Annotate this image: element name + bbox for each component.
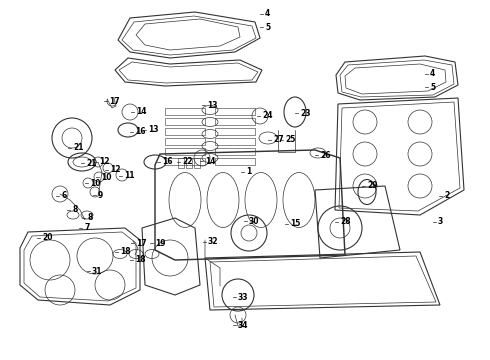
Bar — [165, 108, 205, 115]
Text: 20: 20 — [42, 234, 52, 243]
Text: 16: 16 — [135, 127, 146, 136]
Text: 12: 12 — [99, 158, 109, 166]
Text: 32: 32 — [208, 238, 219, 247]
Text: 5: 5 — [430, 82, 435, 91]
Bar — [215, 158, 255, 165]
Text: 22: 22 — [182, 158, 193, 166]
Text: 15: 15 — [290, 220, 300, 229]
Text: 10: 10 — [90, 179, 100, 188]
Text: 34: 34 — [238, 320, 248, 329]
Text: 13: 13 — [207, 100, 218, 109]
Text: 1: 1 — [246, 167, 251, 176]
Text: 4: 4 — [430, 69, 435, 78]
Text: 21: 21 — [73, 144, 83, 153]
Text: 18: 18 — [135, 256, 146, 265]
Text: 33: 33 — [238, 292, 248, 302]
Text: 9: 9 — [98, 190, 103, 199]
Bar — [215, 128, 255, 135]
Bar — [215, 138, 255, 145]
Text: 7: 7 — [84, 224, 89, 233]
Text: 10: 10 — [101, 172, 112, 181]
Text: 17: 17 — [136, 238, 147, 248]
Text: 23: 23 — [300, 108, 311, 117]
Text: 8: 8 — [72, 206, 77, 215]
Text: 4: 4 — [265, 9, 270, 18]
Text: 21: 21 — [86, 158, 97, 167]
Bar — [215, 118, 255, 125]
Bar — [165, 138, 205, 145]
Text: 3: 3 — [438, 217, 443, 226]
Text: 6: 6 — [61, 192, 66, 201]
Bar — [215, 148, 255, 155]
Text: 28: 28 — [340, 217, 351, 226]
Text: 11: 11 — [124, 171, 134, 180]
Text: 13: 13 — [148, 126, 158, 135]
Bar — [165, 158, 205, 165]
Text: 31: 31 — [92, 266, 102, 275]
Bar — [165, 128, 205, 135]
Text: 25: 25 — [285, 135, 295, 144]
Bar — [178, 158, 184, 168]
Text: 19: 19 — [155, 238, 166, 248]
Text: 24: 24 — [262, 112, 272, 121]
Text: 14: 14 — [136, 108, 147, 117]
Bar — [194, 158, 200, 168]
Text: 5: 5 — [265, 22, 270, 31]
Text: 16: 16 — [162, 158, 172, 166]
Text: 29: 29 — [367, 181, 377, 190]
Text: 27: 27 — [273, 135, 284, 144]
Text: 17: 17 — [109, 96, 120, 105]
Bar — [165, 118, 205, 125]
Bar — [165, 148, 205, 155]
Text: 2: 2 — [444, 192, 449, 201]
Bar — [186, 158, 192, 168]
Text: 8: 8 — [87, 213, 93, 222]
Text: 18: 18 — [120, 248, 131, 256]
Text: 26: 26 — [320, 150, 330, 159]
Text: 30: 30 — [249, 216, 260, 225]
Bar — [215, 108, 255, 115]
Text: 14: 14 — [205, 157, 216, 166]
Text: 12: 12 — [110, 166, 121, 175]
